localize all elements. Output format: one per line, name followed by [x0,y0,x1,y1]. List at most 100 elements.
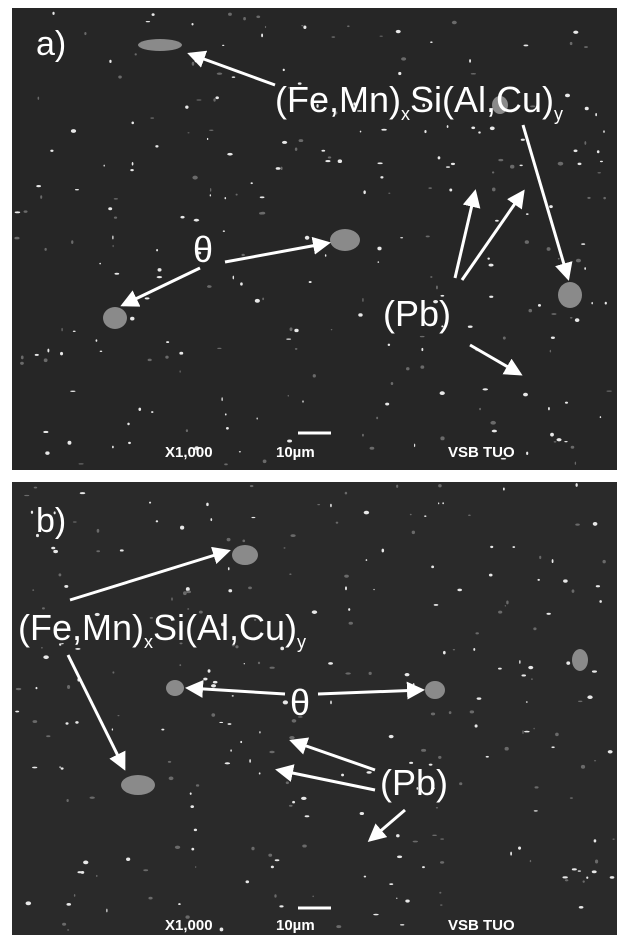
speck [211,684,216,687]
speck [405,673,410,676]
speck [522,730,523,734]
speck [236,194,238,196]
speck [439,892,441,894]
speck [145,297,150,299]
speck [574,149,578,152]
speck [597,150,600,153]
speck [60,352,63,355]
speck [549,205,553,208]
speck [555,733,559,737]
speck [256,15,260,18]
speck [84,32,86,35]
speck [67,685,70,689]
speck [457,589,462,592]
speck [47,349,49,353]
speck [248,586,252,589]
speck [190,792,192,795]
speck [169,776,174,780]
speck [396,834,400,837]
speck [475,632,478,634]
scale-label: 10µm [276,444,315,461]
speck [566,661,570,664]
speck [586,877,588,879]
speck [62,923,66,926]
speck [291,534,296,537]
speck [262,297,264,300]
speck [225,762,230,764]
speck [279,905,283,907]
speck [426,235,430,237]
speck [570,42,573,45]
speck [179,370,180,372]
speck [138,408,141,411]
speck [336,925,341,928]
speck [178,903,181,905]
speck [32,767,37,769]
speck [112,235,113,239]
speck [208,669,211,672]
speck [558,258,560,260]
speck [282,141,287,144]
speck [487,258,489,260]
speck [61,328,62,331]
speck [360,812,364,815]
speck [240,741,242,743]
speck [608,750,613,753]
speck [126,858,130,861]
speck [283,700,288,704]
speck [373,914,378,916]
speck [410,514,412,516]
speck [220,928,224,932]
speck [606,390,611,391]
speck [400,237,403,238]
speck [547,247,551,251]
speck [572,589,575,593]
speck [78,463,83,464]
phase-label: θ [290,682,310,723]
speck [523,393,528,397]
speck [268,854,272,857]
speck [221,397,222,401]
speck [364,876,367,878]
speck [348,608,350,611]
speck [380,36,383,37]
speck [15,211,21,213]
speck [244,663,245,664]
speck [127,423,129,426]
speck [550,350,551,353]
speck [420,365,424,368]
speck [313,374,316,377]
speck [533,728,534,730]
phase-label: (Pb) [383,293,451,334]
speck [468,514,471,516]
speck [286,338,291,339]
speck [436,807,438,809]
speck [186,587,190,591]
speck [420,336,425,337]
speck [32,589,34,591]
speck [362,434,364,437]
speck [492,171,494,173]
speck [443,651,446,655]
speck [505,747,509,751]
speck [290,327,293,331]
speck [479,408,481,411]
speck [191,848,194,851]
speck [312,896,313,898]
speck [292,801,295,804]
speck [551,746,554,748]
speck [59,573,62,576]
speck [360,131,361,133]
speck [602,560,605,564]
speck [341,774,344,777]
speck [321,150,325,152]
speck [225,413,227,415]
speck [227,153,232,156]
speck [338,159,342,163]
speck [190,805,194,808]
speck [526,701,528,703]
speck [557,438,562,441]
speck [530,860,531,862]
speck [363,190,365,194]
speck [222,45,224,46]
